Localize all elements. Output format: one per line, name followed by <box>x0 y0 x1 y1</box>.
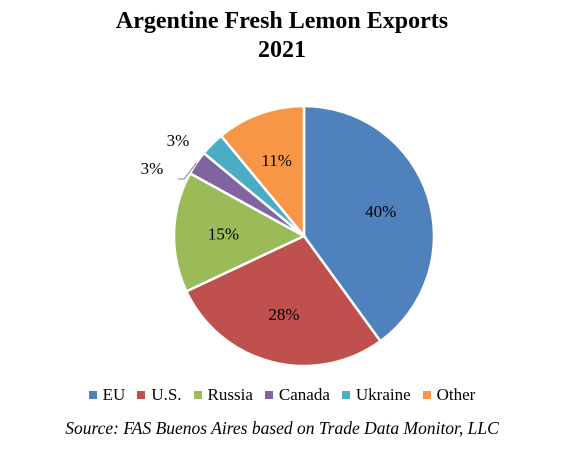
legend-item-russia: Russia <box>193 385 253 405</box>
chart-title: Argentine Fresh Lemon Exports <box>115 8 449 34</box>
chart-legend: EU U.S. Russia Canada Ukraine Other <box>0 384 564 406</box>
legend-label: U.S. <box>151 385 182 404</box>
legend-item-ukraine: Ukraine <box>341 385 411 405</box>
legend-item-canada: Canada <box>264 385 330 405</box>
legend-item-eu: EU <box>88 385 126 405</box>
pie-slice-russia <box>172 171 307 294</box>
slice-label-russia: 15% <box>208 224 239 243</box>
legend-label: EU <box>102 385 126 404</box>
legend-item-other: Other <box>422 385 476 405</box>
slice-label-ukraine: 3% <box>167 131 190 150</box>
slice-label-other: 11% <box>261 151 292 170</box>
legend-swatch <box>264 391 273 399</box>
legend-swatch <box>422 391 431 399</box>
legend-swatch <box>193 391 202 399</box>
legend-label: Ukraine <box>355 385 411 404</box>
legend-swatch <box>137 391 146 399</box>
chart-subtitle: 2021 <box>258 37 306 63</box>
pie-slice-eu <box>302 104 436 343</box>
legend-swatch <box>341 391 350 399</box>
legend-label: Other <box>436 385 476 404</box>
pie-slice-other <box>219 104 306 240</box>
slice-label-us: 28% <box>268 305 299 324</box>
pie-chart: 40% 28% 15% 3%3% 11% <box>141 104 436 368</box>
legend-label: Canada <box>278 385 330 404</box>
legend-label: Russia <box>207 385 253 404</box>
legend-swatch <box>88 391 97 399</box>
legend-item-us: U.S. <box>137 385 182 405</box>
slice-label-eu: 40% <box>365 202 396 221</box>
source-note: Source: FAS Buenos Aires based on Trade … <box>65 418 499 438</box>
leader-line <box>178 162 197 180</box>
pie-slice-us <box>184 234 383 368</box>
slice-label-canada: 3% <box>141 159 164 178</box>
